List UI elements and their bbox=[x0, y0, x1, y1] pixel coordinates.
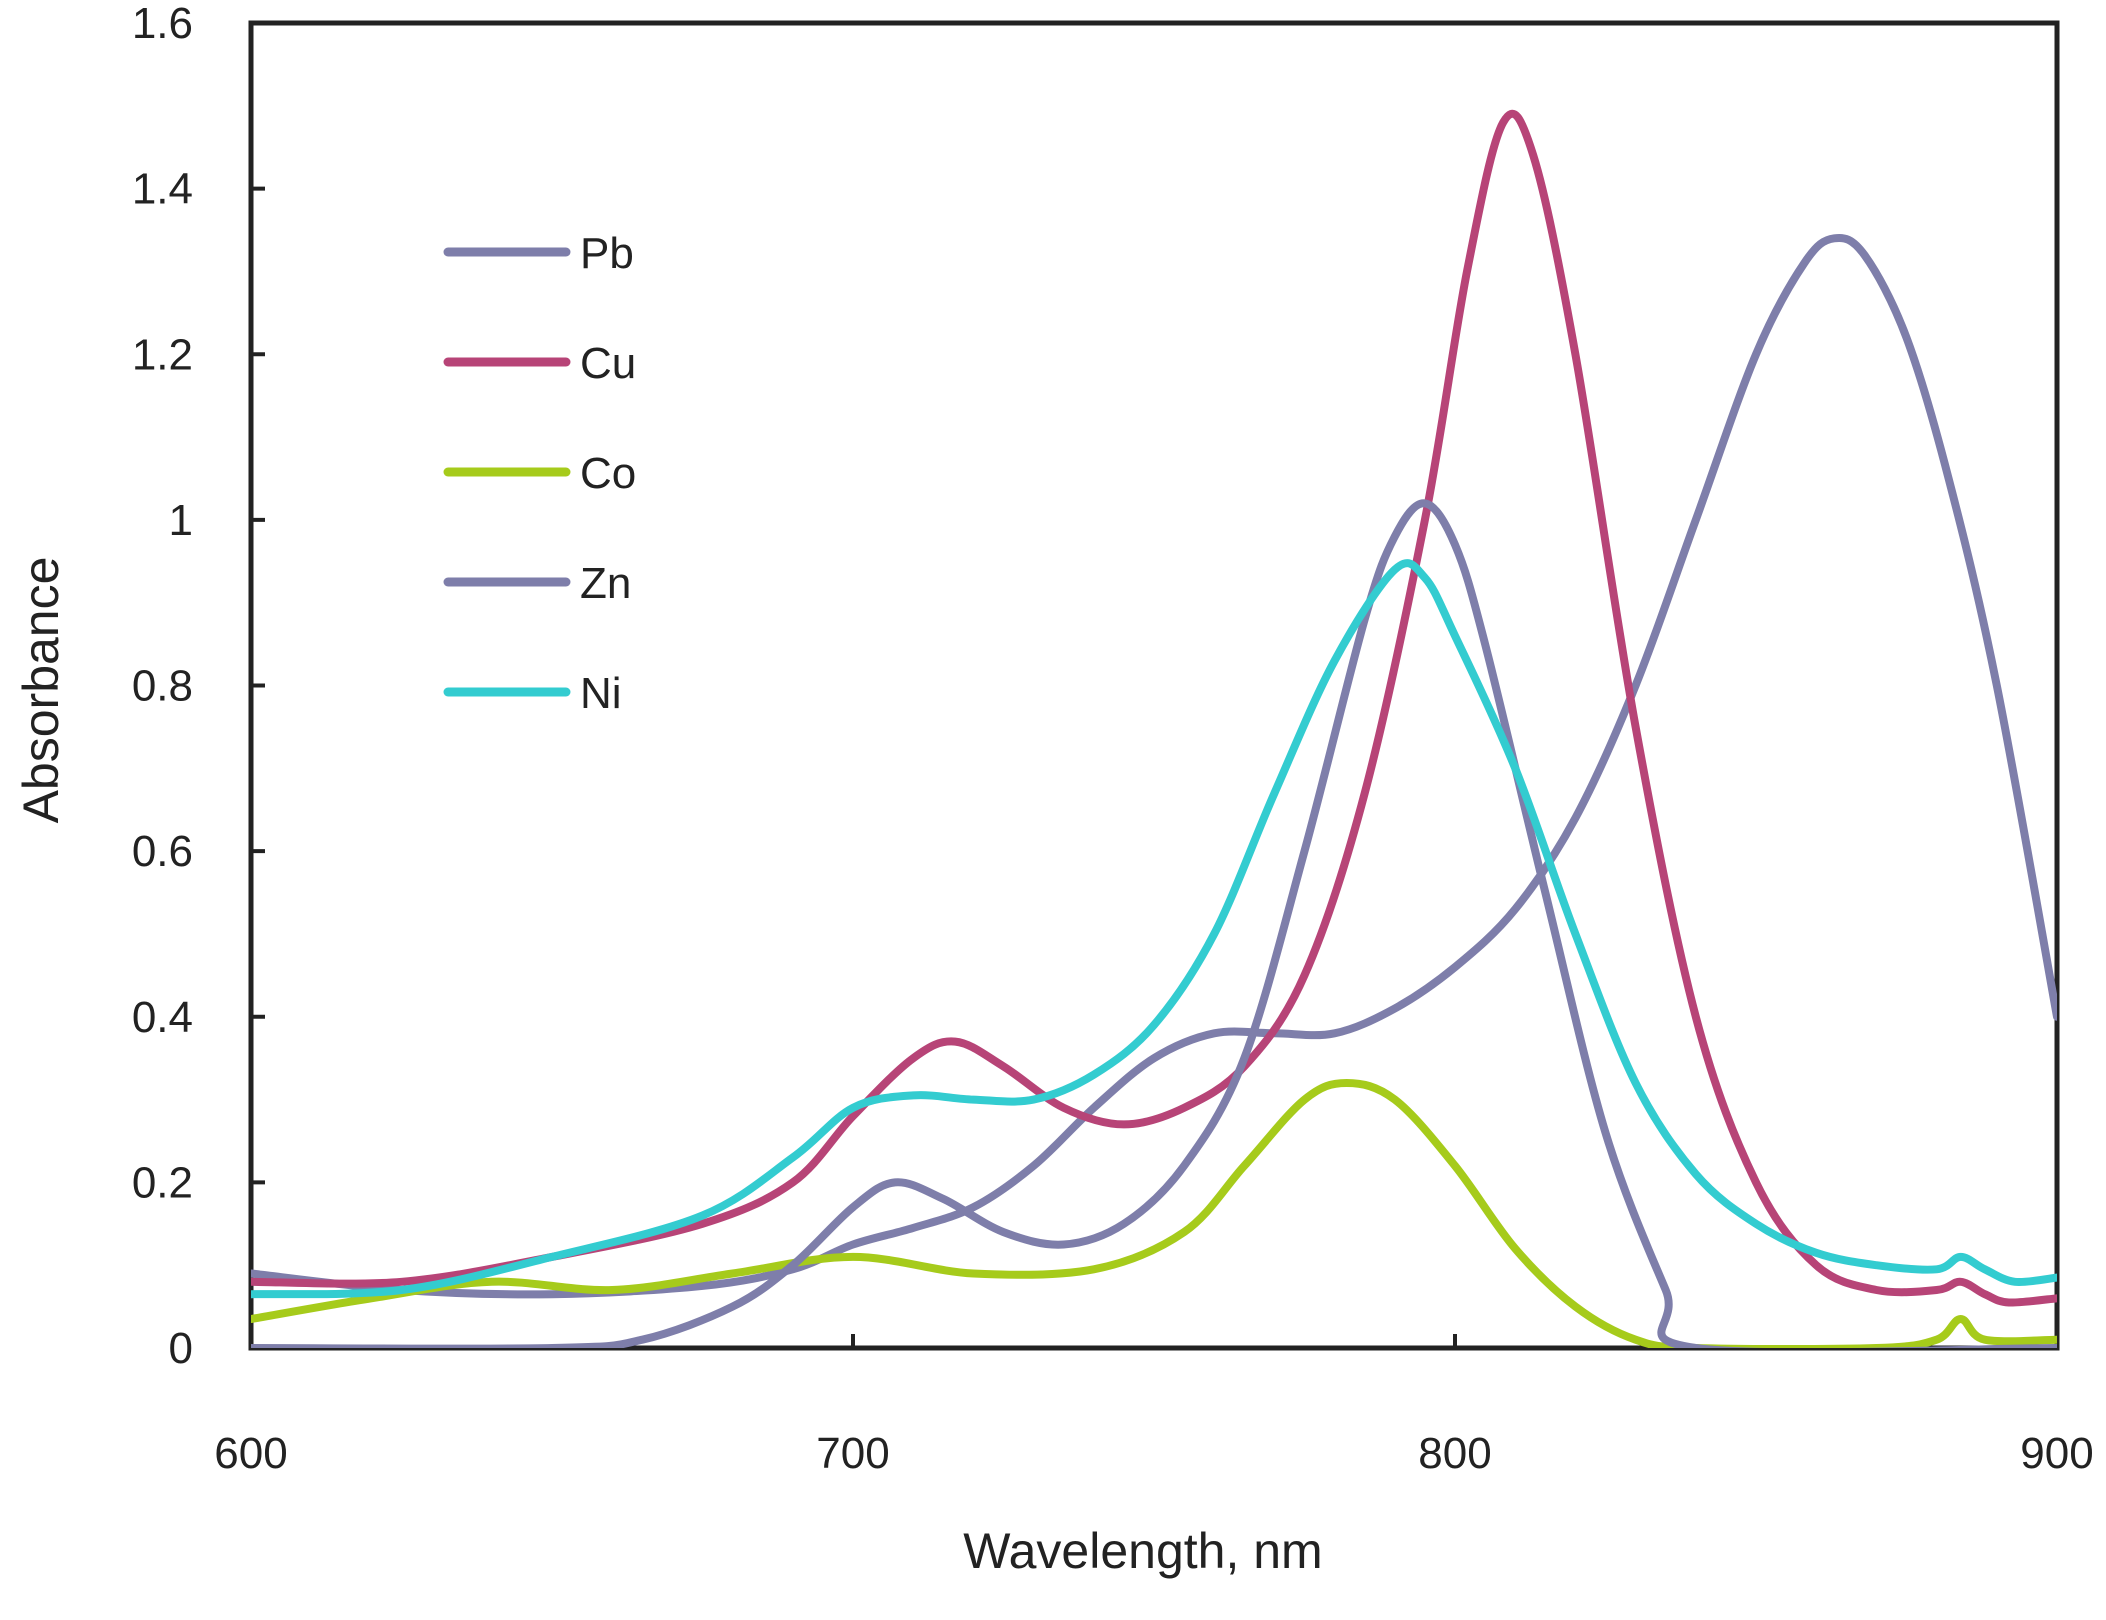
y-tick-label: 0 bbox=[169, 1324, 193, 1373]
y-tick-label: 0.4 bbox=[132, 993, 193, 1042]
series-layer bbox=[251, 109, 2057, 1348]
y-tick-label: 1.6 bbox=[132, 0, 193, 48]
x-tick-label: 700 bbox=[816, 1429, 889, 1478]
y-tick-label: 0.2 bbox=[132, 1158, 193, 1207]
legend-label-zn: Zn bbox=[580, 559, 631, 608]
y-axis-title: Absorbance bbox=[13, 557, 69, 824]
legend-label-ni: Ni bbox=[580, 669, 622, 718]
x-tick-label: 900 bbox=[2020, 1429, 2093, 1478]
series-line-zn bbox=[251, 499, 2057, 1348]
legend-label-co: Co bbox=[580, 449, 636, 498]
y-tick-label: 1.4 bbox=[132, 165, 193, 214]
x-axis-title: Wavelength, nm bbox=[963, 1523, 1322, 1579]
y-tick-label: 0.8 bbox=[132, 662, 193, 711]
y-axis: 0 0.2 0.4 0.6 0.8 1 1.2 1.4 1.6 bbox=[132, 0, 265, 1373]
y-tick-label: 0.6 bbox=[132, 827, 193, 876]
y-tick-label: 1.2 bbox=[132, 330, 193, 379]
x-axis: 600 700 800 900 bbox=[214, 1334, 2094, 1478]
x-tick-label: 800 bbox=[1418, 1429, 1491, 1478]
legend-label-cu: Cu bbox=[580, 339, 636, 388]
y-tick-label: 1 bbox=[169, 496, 193, 545]
legend-label-pb: Pb bbox=[580, 229, 634, 278]
series-line-cu bbox=[251, 109, 2057, 1307]
series-line-ni bbox=[251, 559, 2057, 1299]
x-tick-label: 600 bbox=[214, 1429, 287, 1478]
plot-area bbox=[248, 20, 2060, 1351]
series-line-co bbox=[251, 1079, 2057, 1348]
legend: Pb Cu Co Zn Ni bbox=[443, 229, 636, 718]
